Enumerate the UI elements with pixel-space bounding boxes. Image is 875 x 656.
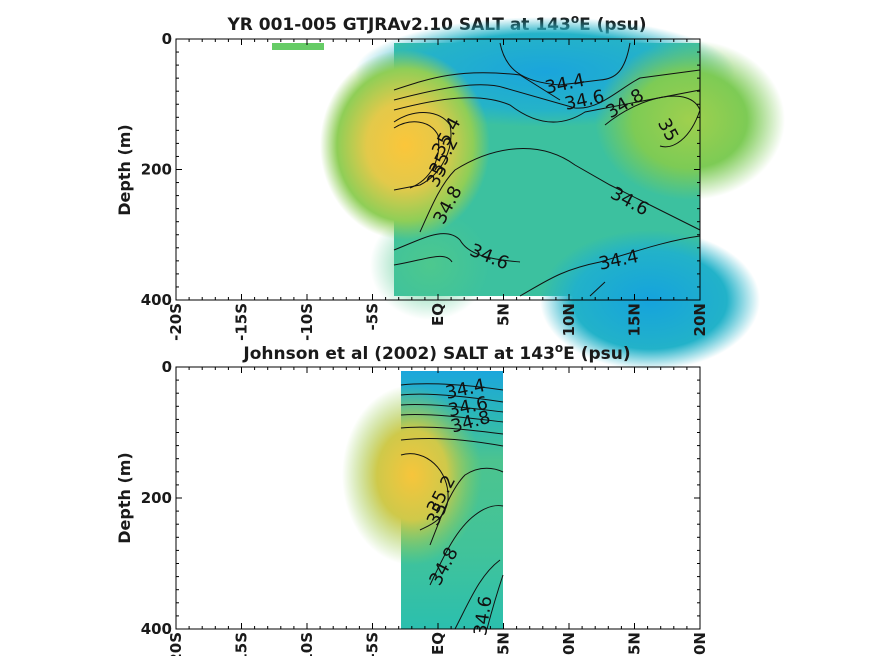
y-tick-label: 400 bbox=[141, 291, 172, 309]
chart-2-title: Johnson et al (2002) SALT at 143oE (psu) bbox=[242, 341, 630, 364]
x-tick-label: 5N bbox=[495, 632, 513, 655]
x-tick-label: -10S bbox=[298, 303, 316, 341]
x-tick-label: -15S bbox=[233, 632, 251, 656]
y-tick-label: 0 bbox=[162, 358, 172, 376]
y-tick-label: 200 bbox=[141, 489, 172, 507]
contour-label: 34.6 bbox=[470, 595, 496, 638]
x-tick-label: 20N bbox=[691, 303, 709, 336]
chart-1-small-data-patch bbox=[272, 43, 324, 50]
x-tick-label: -20S bbox=[167, 632, 185, 656]
x-tick-label: 10N bbox=[560, 303, 578, 336]
x-tick-label: EQ bbox=[429, 632, 447, 655]
x-tick-label: EQ bbox=[429, 303, 447, 326]
x-tick-label: -10S bbox=[298, 632, 316, 656]
x-tick-label: 10N bbox=[560, 632, 578, 656]
x-tick-label: 15N bbox=[626, 303, 644, 336]
chart-1-y-axis-label: Depth (m) bbox=[115, 124, 134, 216]
x-tick-label: -5S bbox=[364, 303, 382, 330]
chart-2-salinity-field bbox=[342, 371, 503, 629]
x-tick-label: -15S bbox=[233, 303, 251, 341]
x-tick-label: 15N bbox=[626, 632, 644, 656]
y-tick-label: 200 bbox=[141, 161, 172, 179]
x-tick-label: -5S bbox=[364, 632, 382, 656]
y-tick-label: 400 bbox=[141, 620, 172, 638]
x-tick-label: 20N bbox=[691, 632, 709, 656]
chart-1-salinity-field bbox=[320, 17, 785, 370]
y-tick-label: 0 bbox=[162, 30, 172, 48]
x-tick-label: 5N bbox=[495, 303, 513, 326]
chart-2-y-axis-label: Depth (m) bbox=[115, 452, 134, 544]
chart-1-contour-lines bbox=[393, 42, 701, 297]
chart-2-contour-lines bbox=[400, 383, 504, 630]
x-tick-label: -20S bbox=[167, 303, 185, 341]
